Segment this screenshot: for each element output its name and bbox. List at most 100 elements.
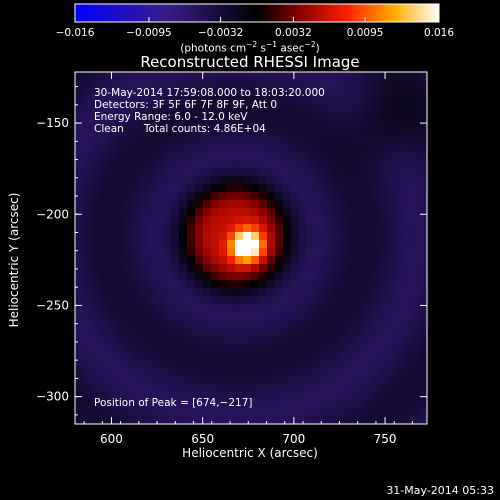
heatmap-pixel (251, 320, 260, 329)
heatmap-pixel (315, 144, 324, 153)
heatmap-pixel (155, 192, 164, 201)
heatmap-pixel (163, 368, 172, 377)
heatmap-pixel (107, 256, 116, 265)
heatmap-pixel (219, 376, 228, 385)
heatmap-pixel (131, 112, 140, 121)
heatmap-pixel (147, 144, 156, 153)
heatmap-pixel (179, 296, 188, 305)
heatmap-pixel (371, 200, 380, 209)
heatmap-pixel (299, 144, 308, 153)
heatmap-pixel (211, 112, 220, 121)
heatmap-pixel (283, 280, 292, 289)
heatmap-pixel (91, 320, 100, 329)
heatmap-pixel (227, 408, 236, 417)
heatmap-pixel (387, 400, 396, 409)
heatmap-pixel (283, 360, 292, 369)
heatmap-pixel (403, 200, 412, 209)
heatmap-pixel (195, 112, 204, 121)
heatmap-pixel (219, 160, 228, 169)
heatmap-pixel (195, 384, 204, 393)
heatmap-pixel (227, 304, 236, 313)
heatmap-pixel (419, 416, 427, 424)
colorbar-ticks: −0.016 −0.0095 −0.0032 0.0032 0.0095 0.016 (56, 17, 454, 39)
heatmap-pixel (179, 200, 188, 209)
heatmap-pixel (387, 144, 396, 153)
heatmap-pixel (379, 176, 388, 185)
heatmap-pixel (187, 192, 196, 201)
heatmap-pixel (331, 328, 340, 337)
heatmap-pixel (179, 240, 188, 249)
heatmap-pixel (283, 240, 292, 249)
heatmap-pixel (259, 392, 268, 401)
heatmap-pixel (171, 392, 180, 401)
heatmap-pixel (115, 208, 124, 217)
heatmap-pixel (347, 216, 356, 225)
heatmap-pixel (307, 120, 316, 129)
heatmap-pixel (403, 224, 412, 233)
heatmap-pixel (371, 400, 380, 409)
heatmap-pixel (299, 136, 308, 145)
heatmap-pixel (403, 352, 412, 361)
heatmap-pixel (155, 360, 164, 369)
heatmap-pixel (307, 72, 316, 81)
heatmap-pixel (243, 128, 252, 137)
heatmap-pixel (275, 328, 284, 337)
heatmap-pixel (323, 376, 332, 385)
heatmap-pixel (259, 72, 268, 81)
heatmap-pixel (179, 208, 188, 217)
heatmap-pixel (411, 208, 420, 217)
heatmap-pixel (347, 328, 356, 337)
heatmap-pixel (179, 344, 188, 353)
heatmap-pixel (371, 184, 380, 193)
heatmap-pixel (339, 232, 348, 241)
heatmap-pixel (115, 264, 124, 273)
heatmap-pixel (235, 184, 244, 193)
heatmap-pixel (339, 336, 348, 345)
heatmap-pixel (379, 224, 388, 233)
heatmap-pixel (235, 264, 244, 273)
heatmap-pixel (259, 400, 268, 409)
heatmap-pixel (83, 392, 92, 401)
heatmap-pixel (107, 104, 116, 113)
heatmap-pixel (315, 352, 324, 361)
heatmap-pixel (267, 168, 276, 177)
heatmap-pixel (291, 152, 300, 161)
heatmap-pixel (187, 176, 196, 185)
heatmap-pixel (75, 104, 84, 113)
heatmap-pixel (83, 400, 92, 409)
heatmap-pixel (219, 88, 228, 97)
heatmap-pixel (219, 96, 228, 105)
heatmap-pixel (259, 152, 268, 161)
heatmap-pixel (83, 144, 92, 153)
heatmap-pixel (291, 416, 300, 424)
heatmap-pixel (243, 232, 252, 241)
heatmap-pixel (139, 144, 148, 153)
heatmap-pixel (347, 336, 356, 345)
heatmap-pixel (379, 312, 388, 321)
heatmap-pixel (411, 152, 420, 161)
heatmap-pixel (379, 96, 388, 105)
heatmap-pixel (171, 376, 180, 385)
heatmap-pixel (83, 192, 92, 201)
heatmap-pixel (339, 360, 348, 369)
heatmap-pixel (227, 384, 236, 393)
heatmap-pixel (235, 320, 244, 329)
heatmap-pixel (179, 272, 188, 281)
heatmap-pixel (235, 256, 244, 265)
heatmap-pixel (115, 320, 124, 329)
heatmap-pixel (379, 328, 388, 337)
heatmap-pixel (123, 72, 132, 81)
heatmap-pixel (235, 216, 244, 225)
heatmap-pixel (323, 368, 332, 377)
heatmap-pixel (339, 128, 348, 137)
heatmap-pixel (91, 328, 100, 337)
heatmap-pixel (139, 280, 148, 289)
heatmap-pixel (179, 400, 188, 409)
heatmap-pixel (387, 104, 396, 113)
heatmap-pixel (371, 328, 380, 337)
heatmap-pixel (379, 160, 388, 169)
heatmap-pixel (219, 408, 228, 417)
heatmap-pixel (139, 232, 148, 241)
heatmap-pixel (227, 80, 236, 89)
heatmap-pixel (107, 336, 116, 345)
